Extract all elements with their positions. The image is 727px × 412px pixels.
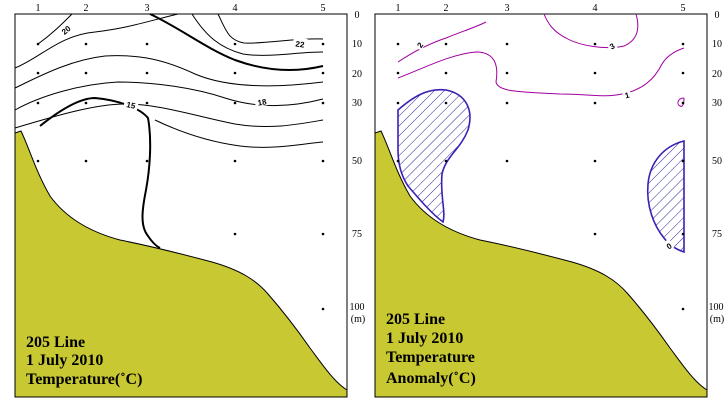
right-depth-labels: 0 10 20 30 50 75 100 (m) — [709, 10, 725, 325]
right-contour-label-3: 3 — [605, 38, 618, 52]
right-panel-title: 205 Line 1 July 2010 Temperature Anomaly… — [386, 311, 476, 387]
left-seabed — [14, 130, 348, 398]
isotherm-19 — [14, 55, 324, 89]
left-station-labels: 1 2 3 4 5 — [36, 3, 326, 14]
isotherm-17 — [14, 103, 324, 129]
svg-text:50: 50 — [352, 156, 362, 167]
svg-text:1: 1 — [624, 90, 631, 100]
svg-text:22: 22 — [295, 39, 306, 49]
svg-text:10: 10 — [712, 39, 722, 50]
isotherm-16 — [154, 119, 324, 148]
svg-text:100: 100 — [350, 302, 365, 313]
svg-text:Anomaly(˚C): Anomaly(˚C) — [386, 370, 476, 387]
anomaly-contour-2 — [397, 21, 487, 63]
svg-text:(m): (m) — [351, 314, 365, 325]
anomaly-contour-3 — [543, 13, 639, 49]
svg-text:5: 5 — [681, 3, 686, 14]
svg-text:4: 4 — [593, 3, 598, 14]
svg-text:1: 1 — [36, 3, 41, 14]
svg-text:15: 15 — [126, 100, 137, 111]
svg-text:100: 100 — [709, 302, 724, 313]
svg-text:2: 2 — [444, 3, 449, 14]
svg-text:75: 75 — [712, 229, 722, 240]
isotherm-18 — [14, 81, 324, 111]
isotherm-21-thick — [149, 13, 324, 71]
svg-text:205 Line: 205 Line — [386, 311, 445, 328]
svg-text:75: 75 — [352, 229, 362, 240]
svg-text:0: 0 — [715, 10, 720, 21]
right-contour-label-1: 1 — [621, 88, 632, 100]
svg-text:1 July 2010: 1 July 2010 — [26, 352, 103, 369]
svg-text:50: 50 — [712, 156, 722, 167]
anomaly-zero-region-west — [397, 88, 471, 224]
right-contour-label-2: 2 — [412, 38, 426, 51]
anomaly-contour-1 — [397, 47, 685, 97]
left-contour-label-15: 15 — [123, 97, 140, 111]
isotherm-20 — [37, 13, 73, 45]
svg-text:18: 18 — [257, 97, 268, 108]
right-seabed — [374, 130, 708, 398]
left-contour-label-22: 22 — [292, 37, 308, 50]
svg-text:3: 3 — [608, 41, 617, 51]
svg-text:(m): (m) — [710, 314, 724, 325]
svg-text:4: 4 — [233, 3, 238, 14]
svg-text:2: 2 — [415, 40, 425, 49]
temperature-panel: 20 22 18 15 1 2 3 4 — [14, 3, 366, 398]
left-depth-labels: 0 10 20 30 50 75 100 (m) — [350, 10, 366, 325]
svg-text:30: 30 — [712, 98, 722, 109]
svg-text:Temperature: Temperature — [386, 349, 475, 366]
left-panel-title: 205 Line 1 July 2010 Temperature(˚C) — [26, 334, 142, 388]
right-sample-points — [396, 42, 685, 311]
svg-text:3: 3 — [145, 3, 150, 14]
left-contour-label-18: 18 — [254, 94, 270, 108]
isotherm-15 — [39, 96, 161, 249]
svg-text:2: 2 — [84, 3, 89, 14]
svg-text:205 Line: 205 Line — [26, 334, 85, 351]
svg-text:30: 30 — [352, 98, 362, 109]
isotherm-21 — [14, 13, 179, 69]
svg-text:1 July 2010: 1 July 2010 — [386, 330, 463, 347]
svg-text:0: 0 — [665, 241, 674, 251]
anomaly-contour-small — [677, 97, 685, 107]
svg-text:3: 3 — [505, 3, 510, 14]
svg-text:10: 10 — [352, 39, 362, 50]
left-sample-points — [36, 42, 325, 311]
right-station-labels: 1 2 3 4 5 — [396, 3, 686, 14]
svg-text:1: 1 — [396, 3, 401, 14]
anomaly-zero-region-east — [646, 139, 685, 254]
svg-text:Temperature(˚C): Temperature(˚C) — [26, 371, 142, 388]
svg-text:20: 20 — [712, 69, 722, 80]
svg-text:20: 20 — [352, 69, 362, 80]
right-contour-label-0: 0 — [662, 238, 675, 252]
svg-text:5: 5 — [321, 3, 326, 14]
svg-text:0: 0 — [355, 10, 360, 21]
anomaly-panel: 2 3 1 0 1 2 3 4 — [374, 3, 725, 398]
isotherm-21-5 — [191, 13, 324, 56]
